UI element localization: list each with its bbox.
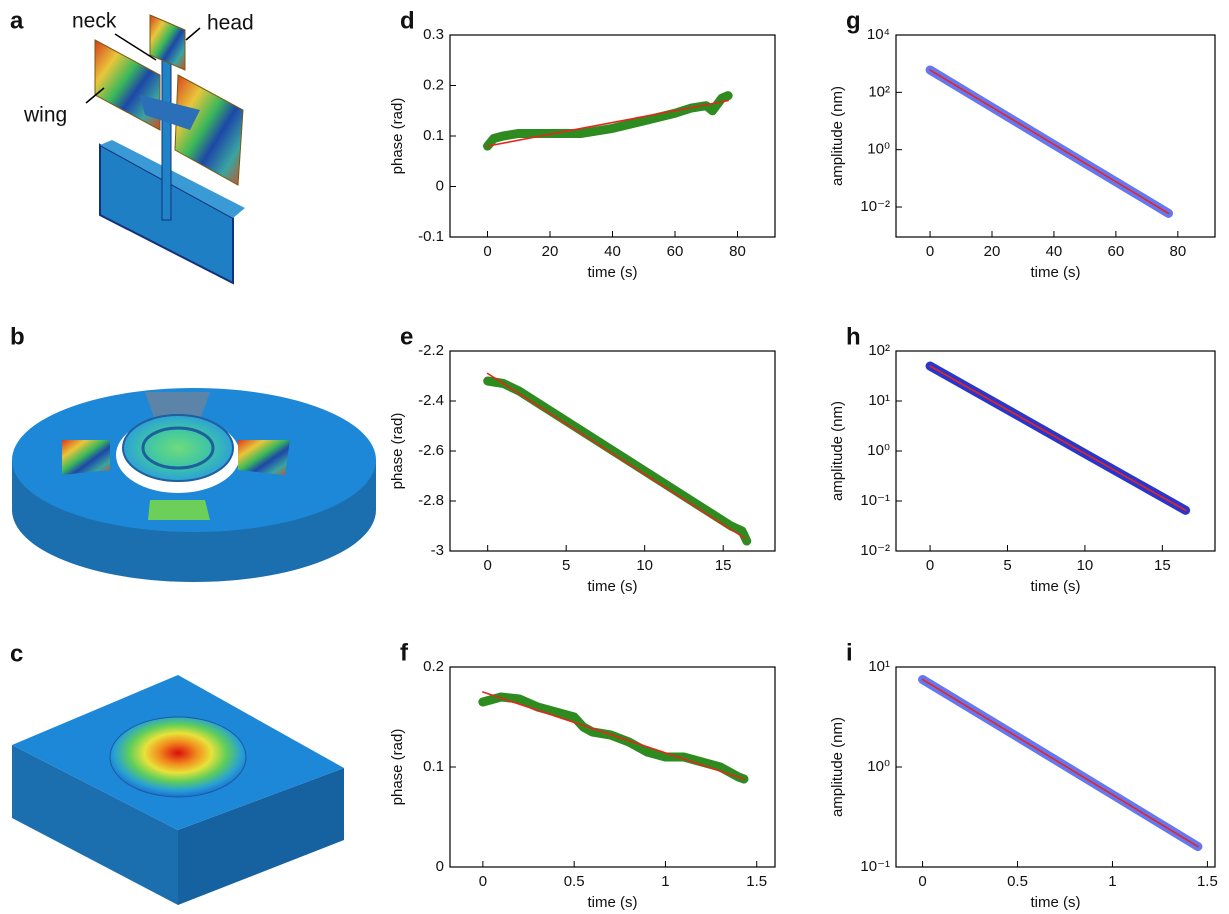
y-tick-label: 10⁻² [860, 542, 890, 559]
y-tick-label: 10² [868, 83, 890, 100]
y-axis-title: phase (rad) [389, 413, 406, 490]
x-tick-label: 15 [1154, 557, 1171, 574]
x-tick-label: 20 [984, 243, 1001, 260]
y-tick-label: 0.1 [423, 758, 444, 775]
y-tick-label: 10⁴ [867, 26, 890, 43]
x-tick-label: 1 [661, 873, 669, 890]
y-tick-label: 0 [436, 177, 444, 194]
annotation: wing [23, 104, 67, 127]
panel-label: g [846, 7, 861, 34]
x-tick-label: 40 [604, 243, 621, 260]
panel-label: h [846, 323, 861, 350]
x-tick-label: 1 [1108, 873, 1116, 890]
y-tick-label: -0.1 [418, 228, 444, 245]
y-axis-title: phase (rad) [389, 98, 406, 175]
x-tick-label: 0 [926, 557, 934, 574]
fit-line [929, 365, 1187, 512]
y-tick-label: 0.2 [423, 658, 444, 675]
y-tick-label: 10⁰ [867, 442, 890, 459]
x-axis-title: time (s) [588, 578, 638, 595]
x-tick-label: 1.5 [1197, 873, 1218, 890]
y-tick-label: 10² [868, 342, 890, 359]
x-axis-title: time (s) [1031, 578, 1081, 595]
x-tick-label: 10 [636, 557, 653, 574]
panel-label: d [400, 7, 415, 34]
y-tick-label: 10⁰ [867, 758, 890, 775]
y-axis-title: phase (rad) [389, 729, 406, 806]
x-tick-label: 0 [484, 557, 492, 574]
y-tick-label: -2.8 [418, 492, 444, 509]
x-axis-title: time (s) [588, 264, 638, 281]
x-tick-label: 0 [479, 873, 487, 890]
data-points [483, 91, 733, 151]
y-tick-label: -2.2 [418, 342, 444, 359]
y-tick-label: -3 [431, 542, 444, 559]
x-tick-label: 80 [1169, 243, 1186, 260]
x-tick-label: 20 [542, 243, 559, 260]
y-tick-label: 10¹ [868, 658, 890, 675]
x-tick-label: 5 [1003, 557, 1011, 574]
illustration-b [12, 388, 376, 582]
y-tick-label: 10⁻¹ [860, 492, 890, 509]
x-tick-label: 5 [562, 557, 570, 574]
illustration-a [85, 14, 245, 285]
panel-label: f [400, 639, 409, 666]
fit-line [486, 99, 729, 147]
panel-label: e [400, 323, 413, 350]
x-tick-label: 60 [1108, 243, 1125, 260]
y-tick-label: 10⁻² [860, 198, 890, 215]
panel-label: i [846, 639, 853, 666]
y-axis-title: amplitude (nm) [829, 717, 846, 817]
x-axis-title: time (s) [1031, 264, 1081, 281]
y-tick-label: 10¹ [868, 392, 890, 409]
fit-line [482, 691, 745, 780]
fit-line [921, 678, 1199, 848]
x-tick-label: 0.5 [1007, 873, 1028, 890]
x-tick-label: 60 [667, 243, 684, 260]
x-tick-label: 80 [729, 243, 746, 260]
x-axis-title: time (s) [1031, 894, 1081, 911]
panel-label: c [10, 640, 23, 667]
fit-line [486, 372, 746, 540]
y-tick-label: -2.6 [418, 442, 444, 459]
x-tick-label: 0.5 [564, 873, 585, 890]
data-points [483, 376, 752, 546]
x-tick-label: 0 [483, 243, 491, 260]
x-tick-label: 10 [1077, 557, 1094, 574]
x-tick-label: 0 [918, 873, 926, 890]
y-tick-label: 0.1 [423, 127, 444, 144]
y-tick-label: -2.4 [418, 392, 444, 409]
x-tick-label: 0 [926, 243, 934, 260]
plot-frame [895, 34, 1216, 238]
y-tick-label: 0.3 [423, 26, 444, 43]
annotation: head [207, 12, 254, 35]
y-tick-label: 0.2 [423, 76, 444, 93]
x-axis-title: time (s) [588, 894, 638, 911]
annotation: neck [72, 10, 117, 33]
y-axis-title: amplitude (nm) [829, 401, 846, 501]
y-tick-label: 0 [436, 858, 444, 875]
plot-frame [895, 350, 1216, 552]
illustration-c [12, 675, 344, 905]
x-tick-label: 40 [1046, 243, 1063, 260]
y-tick-label: 10⁰ [867, 141, 890, 158]
panel-label: a [10, 7, 24, 34]
x-tick-label: 1.5 [746, 873, 767, 890]
y-axis-title: amplitude (nm) [829, 86, 846, 186]
x-tick-label: 15 [715, 557, 732, 574]
y-tick-label: 10⁻¹ [860, 858, 890, 875]
panel-label: b [10, 323, 25, 350]
fit-line [929, 69, 1170, 215]
